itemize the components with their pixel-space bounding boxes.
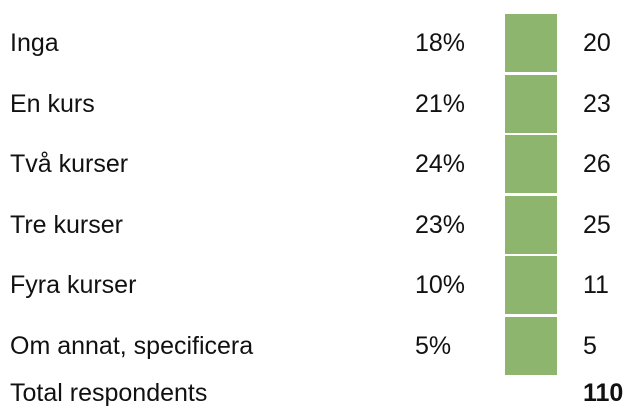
- option-label: Tre kurser: [10, 210, 123, 239]
- option-count: 25: [583, 210, 611, 239]
- option-count: 5: [583, 331, 597, 360]
- option-swatch: [505, 135, 557, 193]
- option-label: Om annat, specificera: [10, 331, 254, 360]
- option-swatch: [505, 316, 557, 375]
- option-label: Två kurser: [10, 150, 129, 178]
- option-count: 26: [583, 150, 611, 178]
- result-row: Två kurser 24% 26: [0, 134, 638, 194]
- option-label: Fyra kurser: [10, 271, 137, 299]
- option-count: 23: [583, 89, 611, 118]
- option-percent: 10%: [415, 271, 466, 299]
- option-swatch: [505, 195, 557, 254]
- result-row: Inga 18% 20: [0, 13, 638, 73]
- option-percent: 18%: [415, 29, 466, 57]
- option-percent: 5%: [415, 331, 452, 360]
- result-row: En kurs 21% 23: [0, 74, 638, 134]
- total-value: 110: [583, 379, 624, 407]
- option-count: 11: [583, 271, 609, 299]
- option-swatch: [505, 14, 557, 72]
- option-count: 20: [583, 29, 611, 57]
- option-label: Inga: [10, 29, 59, 57]
- total-label: Total respondents: [10, 379, 208, 407]
- option-percent: 24%: [415, 150, 466, 178]
- option-percent: 21%: [415, 89, 466, 118]
- option-swatch: [505, 74, 557, 133]
- option-label: En kurs: [10, 89, 95, 118]
- total-row: Total respondents 110: [0, 374, 638, 412]
- result-row: Om annat, specificera 5% 5: [0, 316, 638, 376]
- result-row: Tre kurser 23% 25: [0, 195, 638, 255]
- option-swatch: [505, 256, 557, 314]
- option-percent: 23%: [415, 210, 466, 239]
- result-row: Fyra kurser 10% 11: [0, 255, 638, 315]
